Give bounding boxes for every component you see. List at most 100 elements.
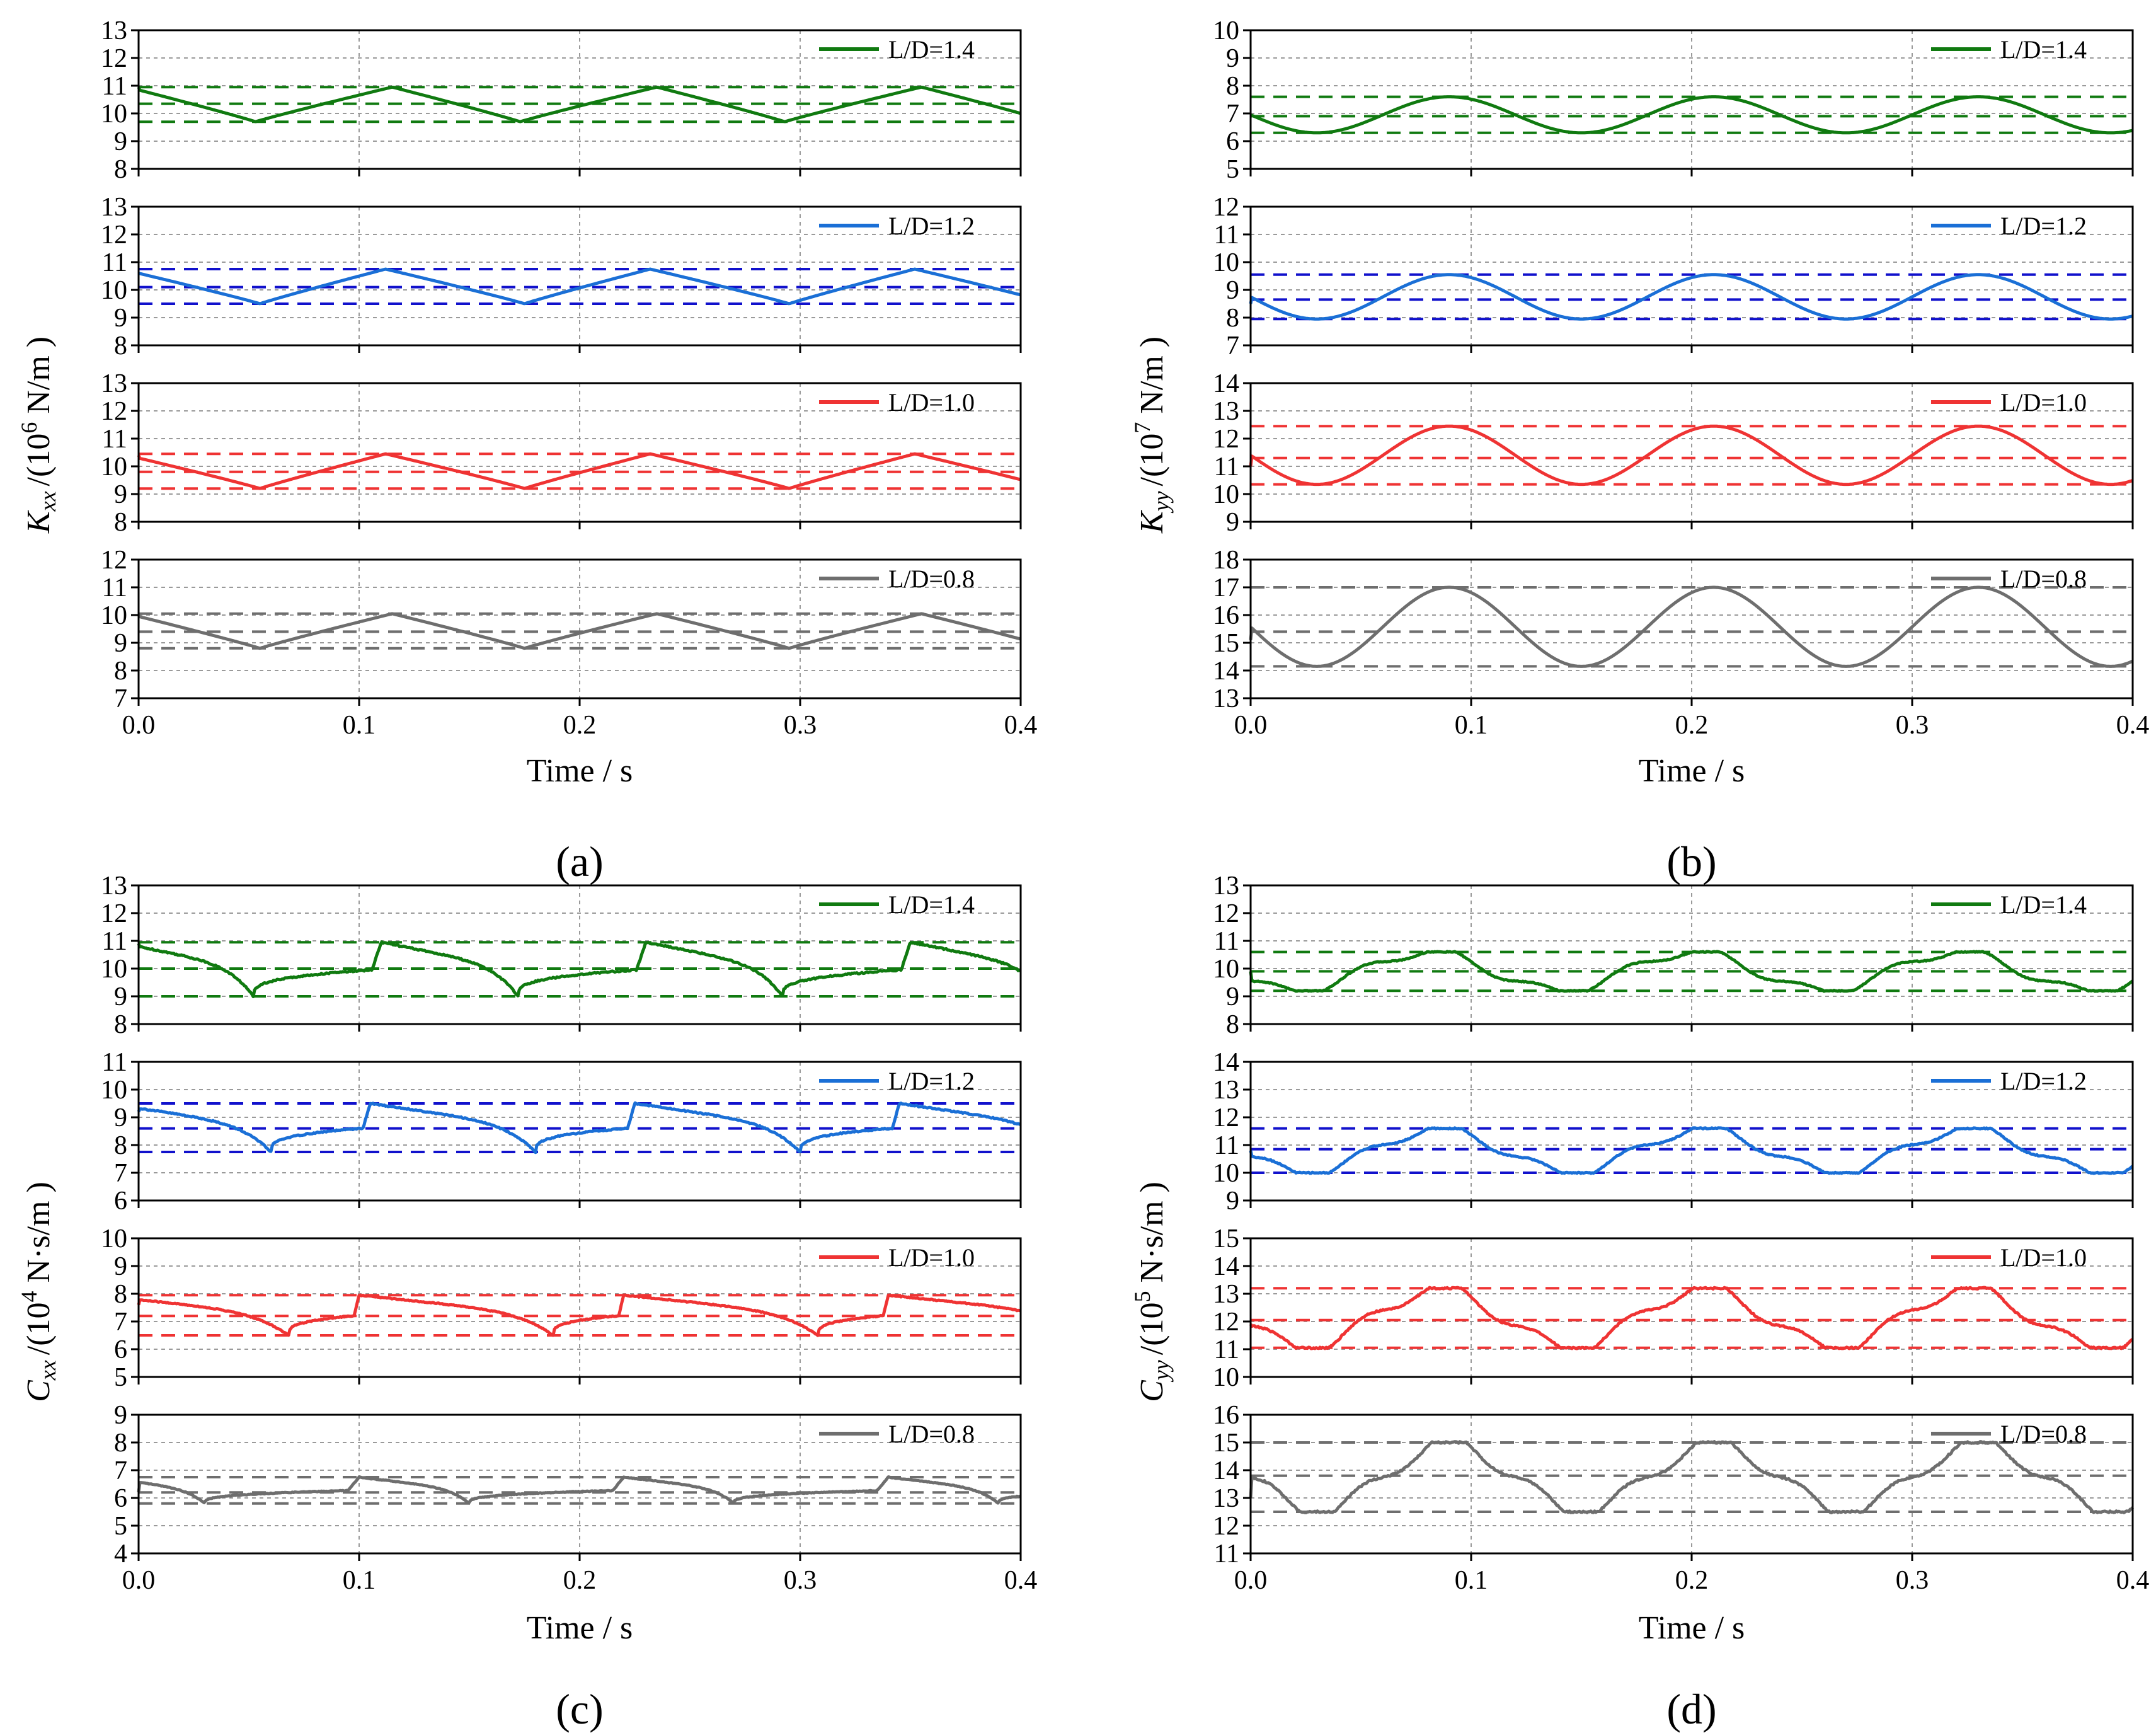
y-tick-label: 8 bbox=[114, 1429, 127, 1458]
legend-label: L/D=0.8 bbox=[2000, 1420, 2087, 1448]
y-tick-label: 9 bbox=[114, 982, 127, 1011]
y-label-exponent: 5 bbox=[1130, 1291, 1155, 1302]
panel-label: (c) bbox=[556, 1685, 603, 1733]
y-label-unit: /(10 bbox=[1134, 1302, 1170, 1355]
y-tick-label: 8 bbox=[114, 1131, 127, 1160]
y-tick-label: 7 bbox=[1226, 331, 1239, 360]
y-tick-label: 10 bbox=[101, 1224, 127, 1253]
panel-label: (d) bbox=[1666, 1685, 1716, 1733]
series-line-L/D=1.4 bbox=[137, 940, 1022, 998]
chart-panel-d: 8910111213L/D=1.491011121314L/D=1.210111… bbox=[1130, 872, 2149, 1733]
y-tick-label: 14 bbox=[1213, 1048, 1239, 1077]
series-line-L/D=0.8 bbox=[137, 1475, 1021, 1505]
legend-label: L/D=1.0 bbox=[2000, 1243, 2087, 1272]
series-line-L/D=1.2 bbox=[137, 1101, 1022, 1154]
y-label-unit: /(10 bbox=[21, 1302, 57, 1355]
y-tick-label: 9 bbox=[114, 1401, 127, 1430]
y-tick-label: 12 bbox=[1213, 1103, 1239, 1132]
legend-label: L/D=0.8 bbox=[888, 1420, 975, 1448]
y-tick-label: 13 bbox=[1213, 872, 1239, 901]
y-label-unit: /(10 bbox=[21, 434, 57, 487]
y-tick-label: 10 bbox=[1213, 955, 1239, 984]
y-label-unit-tail: N·s/m ) bbox=[1134, 1182, 1170, 1291]
x-tick-label: 0.4 bbox=[1004, 1566, 1038, 1595]
y-tick-label: 10 bbox=[1213, 1159, 1239, 1188]
y-tick-label: 8 bbox=[114, 1280, 127, 1309]
x-tick-label: 0.4 bbox=[2116, 1566, 2150, 1595]
y-label-exponent: 7 bbox=[1130, 422, 1155, 434]
y-label-exponent: 6 bbox=[16, 422, 42, 434]
legend-label: L/D=1.4 bbox=[2000, 35, 2087, 64]
y-tick-label: 5 bbox=[114, 1512, 127, 1541]
y-tick-label: 13 bbox=[101, 16, 127, 45]
y-tick-label: 10 bbox=[1213, 248, 1239, 277]
y-tick-label: 8 bbox=[114, 657, 127, 686]
y-label-unit: /(10 bbox=[1134, 434, 1170, 487]
y-tick-label: 13 bbox=[1213, 1280, 1239, 1309]
y-tick-label: 10 bbox=[101, 452, 127, 481]
y-tick-label: 5 bbox=[114, 1363, 127, 1392]
legend-label: L/D=1.2 bbox=[888, 1067, 975, 1095]
y-tick-label: 11 bbox=[1214, 1540, 1239, 1569]
y-tick-label: 9 bbox=[1226, 982, 1239, 1011]
y-tick-label: 9 bbox=[114, 127, 127, 156]
y-tick-label: 11 bbox=[102, 1048, 127, 1077]
y-tick-label: 15 bbox=[1213, 1224, 1239, 1253]
x-tick-label: 0.3 bbox=[784, 1566, 817, 1595]
series-line-L/D=1.2 bbox=[138, 267, 1021, 306]
y-tick-label: 12 bbox=[1213, 1512, 1239, 1541]
y-tick-label: 17 bbox=[1213, 573, 1239, 602]
legend-label: L/D=1.2 bbox=[2000, 1067, 2087, 1095]
y-tick-label: 7 bbox=[114, 1456, 127, 1485]
x-tick-label: 0.0 bbox=[1234, 1566, 1268, 1595]
x-axis-label: Time / s bbox=[527, 753, 633, 789]
y-tick-label: 12 bbox=[101, 397, 127, 426]
series-line-L/D=1.0 bbox=[1249, 1286, 2134, 1350]
y-tick-label: 9 bbox=[114, 304, 127, 333]
y-tick-label: 8 bbox=[1226, 304, 1239, 333]
y-tick-label: 12 bbox=[1213, 1308, 1239, 1337]
y-label-unit-tail: N/m ) bbox=[1134, 337, 1170, 422]
series-line-L/D=1.0 bbox=[137, 452, 1021, 490]
y-tick-label: 11 bbox=[1214, 1131, 1239, 1160]
y-tick-label: 9 bbox=[1226, 276, 1239, 305]
x-tick-label: 0.1 bbox=[343, 1566, 376, 1595]
y-tick-label: 8 bbox=[114, 331, 127, 360]
x-tick-label: 0.4 bbox=[2116, 711, 2150, 740]
series-line-L/D=1.2 bbox=[1249, 273, 2133, 321]
y-tick-label: 9 bbox=[114, 1252, 127, 1281]
y-tick-label: 11 bbox=[102, 927, 127, 956]
y-tick-label: 11 bbox=[1214, 221, 1239, 250]
y-tick-label: 10 bbox=[101, 601, 127, 630]
y-label-subscript: yy bbox=[1149, 1360, 1174, 1382]
y-label-unit-tail: N·s/m ) bbox=[21, 1182, 57, 1291]
y-tick-label: 10 bbox=[1213, 480, 1239, 509]
legend-label: L/D=1.4 bbox=[2000, 890, 2087, 919]
y-label-symbol: C bbox=[1134, 1379, 1170, 1402]
y-tick-label: 5 bbox=[1226, 155, 1239, 184]
x-axis-label: Time / s bbox=[527, 1610, 633, 1646]
y-tick-label: 13 bbox=[1213, 1076, 1239, 1105]
legend-label: L/D=1.4 bbox=[888, 35, 975, 64]
x-tick-label: 0.2 bbox=[1675, 1566, 1709, 1595]
y-tick-label: 10 bbox=[101, 276, 127, 305]
y-tick-label: 11 bbox=[1214, 452, 1239, 481]
series-line-L/D=1.4 bbox=[137, 85, 1021, 124]
y-tick-label: 18 bbox=[1213, 546, 1239, 575]
panel-label: (a) bbox=[556, 838, 603, 885]
legend-label: L/D=1.0 bbox=[2000, 388, 2087, 417]
y-tick-label: 9 bbox=[114, 629, 127, 658]
y-tick-label: 10 bbox=[101, 955, 127, 984]
y-tick-label: 8 bbox=[114, 155, 127, 184]
y-tick-label: 11 bbox=[102, 573, 127, 602]
y-tick-label: 13 bbox=[101, 193, 127, 222]
x-tick-label: 0.2 bbox=[563, 711, 597, 740]
y-tick-label: 10 bbox=[101, 100, 127, 129]
y-tick-label: 13 bbox=[1213, 1484, 1239, 1513]
x-tick-label: 0.2 bbox=[1675, 711, 1709, 740]
